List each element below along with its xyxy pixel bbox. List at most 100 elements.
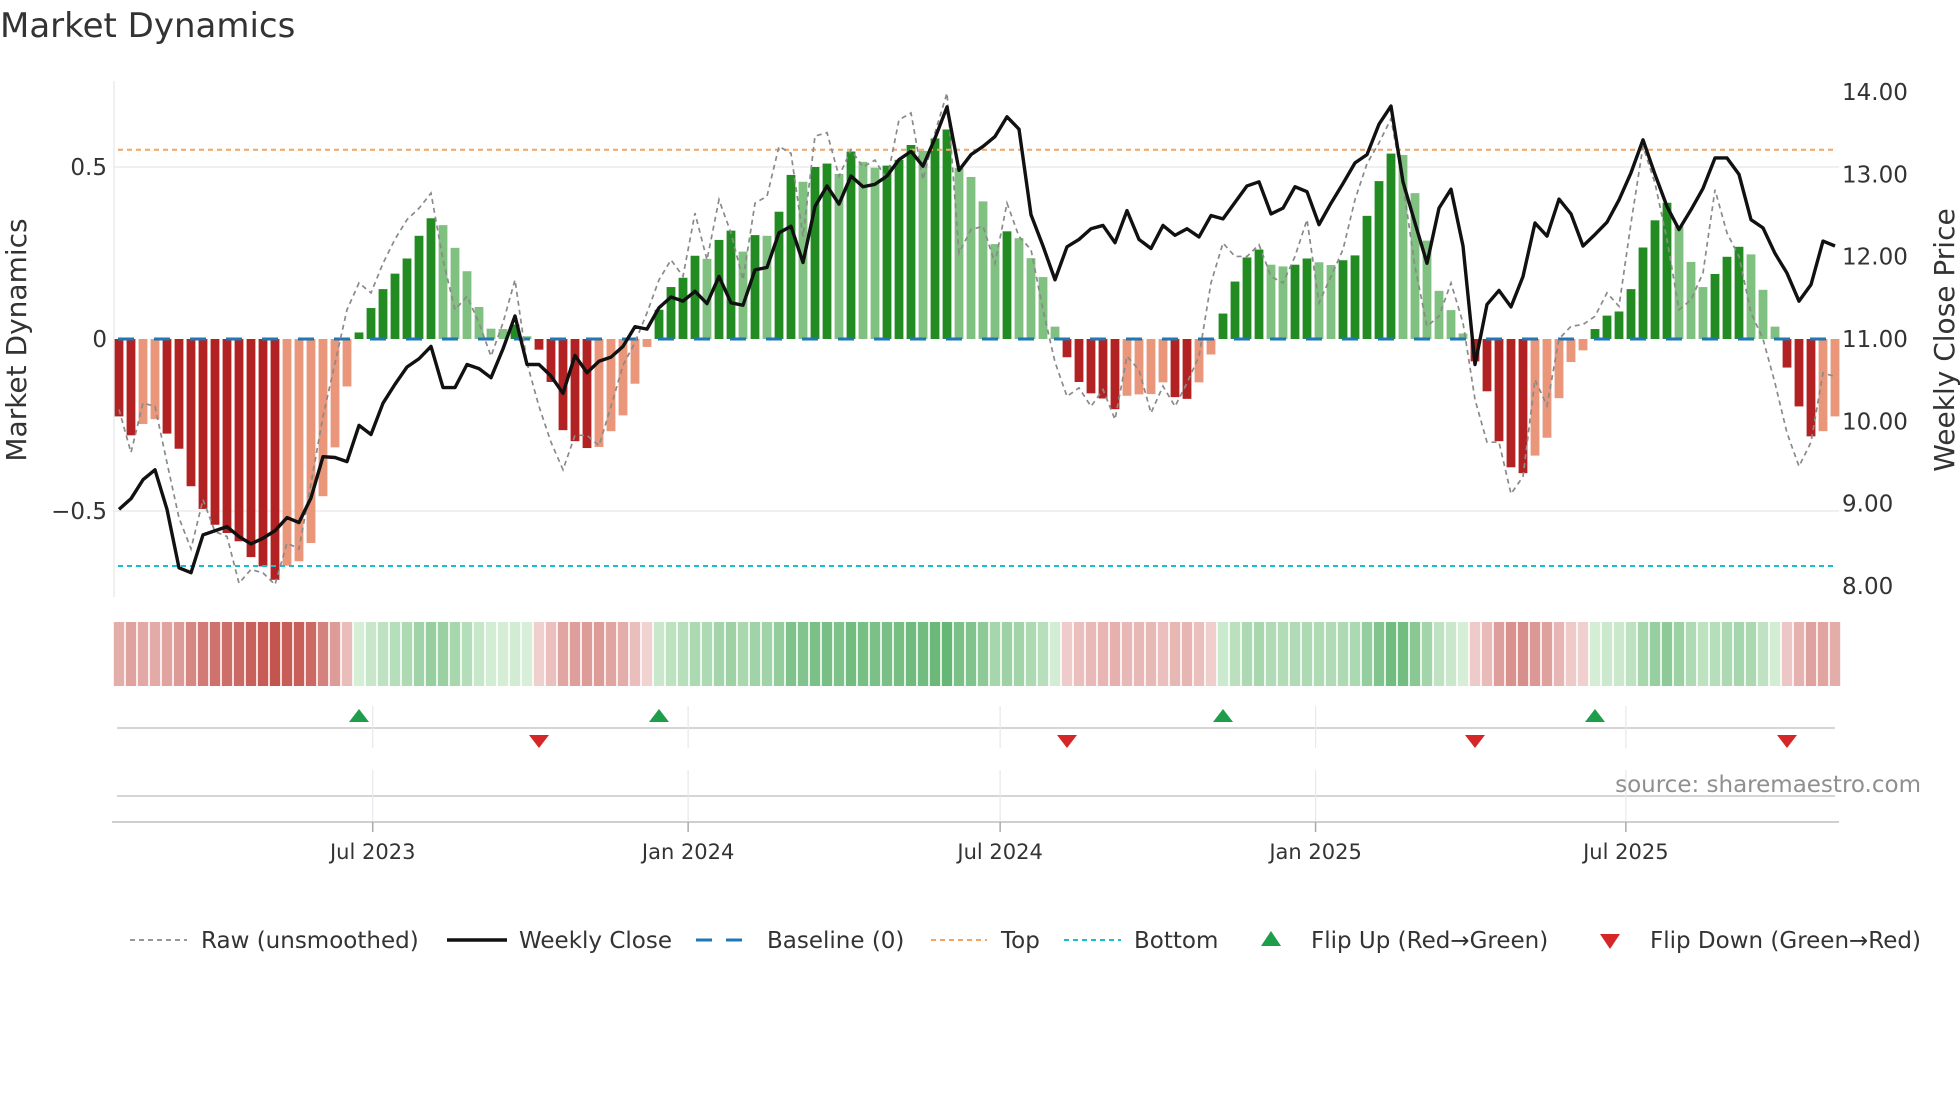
momentum-bar [1350,255,1360,339]
heatmap-cell [1733,622,1745,686]
heatmap-cell [1025,622,1037,686]
heatmap-cell [1301,622,1313,686]
heatmap-cell [413,622,425,686]
heatmap-cell [725,622,737,686]
heatmap-cell [1097,622,1109,686]
momentum-bar [846,151,856,339]
momentum-bar [1158,339,1168,383]
heatmap-cell [1409,622,1421,686]
momentum-bar [1794,339,1804,407]
heatmap-cell [809,622,821,686]
heatmap-cell [1421,622,1433,686]
momentum-bar [762,235,772,339]
heatmap-cell [1445,622,1457,686]
heatmap-cell [1133,622,1145,686]
momentum-bar [402,258,412,339]
heatmap-cell [257,622,269,686]
momentum-bar [246,339,256,558]
heatmap-cell [1433,622,1445,686]
momentum-bar [906,144,916,339]
momentum-bar [774,211,784,339]
source-label: source: sharemaestro.com [1615,772,1921,798]
momentum-bar [1110,339,1120,410]
heatmap-cell [617,622,629,686]
momentum-bar [462,271,472,339]
momentum-bar [1758,289,1768,339]
y-axis-right-label: Weekly Close Price [1928,208,1960,471]
heatmap-cell [1241,622,1253,686]
momentum-bar [558,339,568,431]
heatmap-cell [893,622,905,686]
x-axis: Jul 2023 Jan 2024 Jul 2024 Jan 2025 Jul 2025 [112,821,1839,864]
momentum-bar [234,339,244,542]
heatmap-cell [761,622,773,686]
momentum-bar [1566,339,1576,363]
heatmap-cell [185,622,197,686]
momentum-bar [138,339,148,424]
heatmap-cell [1601,622,1613,686]
momentum-bar [1074,339,1084,382]
heatmap-cell [1505,622,1517,686]
momentum-bar [1278,266,1288,339]
momentum-bar [1206,339,1216,355]
raw-unsmoothed-line [118,92,1836,587]
heatmap-cell [1457,622,1469,686]
heatmap-cell [245,622,257,686]
momentum-bar [618,339,628,416]
heatmap-cell [365,622,377,686]
momentum-bar [990,244,1000,339]
heatmap-cell [1649,622,1661,686]
momentum-bar [1218,313,1228,339]
heatmap-cell [341,622,353,686]
heatmap-cell [1337,622,1349,686]
momentum-bar [1686,261,1696,339]
y-tick-right-label: 10.00 [1842,409,1908,435]
momentum-bar [114,339,124,417]
momentum-bar [186,339,196,487]
heatmap-cell [1493,622,1505,686]
momentum-bar [222,339,232,534]
heatmap-cell [509,622,521,686]
momentum-bar [1254,249,1264,339]
heatmap-cell [293,622,305,686]
legend-baseline-label: Baseline (0) [767,928,904,954]
heatmap-cell [329,622,341,686]
heatmap-cell [653,622,665,686]
heatmap-cell [353,622,365,686]
heatmap-cell [1325,622,1337,686]
legend: Raw (unsmoothed) Weekly Close Baseline (… [130,928,1921,954]
momentum-bar [306,339,316,543]
momentum-bar [162,339,172,434]
x-tick-label: Jan 2024 [640,840,735,864]
heatmap-cell [1553,622,1565,686]
momentum-bar [1026,258,1036,339]
legend-top-label: Top [1000,928,1040,954]
momentum-bar [942,129,952,339]
heatmap-cell [713,622,725,686]
heatmap-cell [281,622,293,686]
momentum-bar [1746,254,1756,339]
heatmap-strip [113,622,1841,686]
flip-down-triangle-icon [529,735,549,748]
y-tick-left-label: 0.5 [70,155,107,181]
legend-flip-down-label: Flip Down (Green→Red) [1650,928,1921,954]
heatmap-cell [137,622,149,686]
momentum-bar [270,339,280,580]
heatmap-cell [305,622,317,686]
momentum-bar [1398,154,1408,339]
heatmap-cell [377,622,389,686]
heatmap-cell [437,622,449,686]
momentum-bar [810,167,820,339]
heatmap-cell [425,622,437,686]
heatmap-cell [1277,622,1289,686]
flip-down-triangle-icon [1465,735,1485,748]
momentum-bar [1014,238,1024,339]
heatmap-cell [1265,622,1277,686]
series-lines [117,92,1836,587]
momentum-bar [438,225,448,339]
heatmap-cell [677,622,689,686]
flip-up-triangle-icon [1213,709,1233,722]
momentum-bar [882,165,892,339]
momentum-bar [534,339,544,350]
